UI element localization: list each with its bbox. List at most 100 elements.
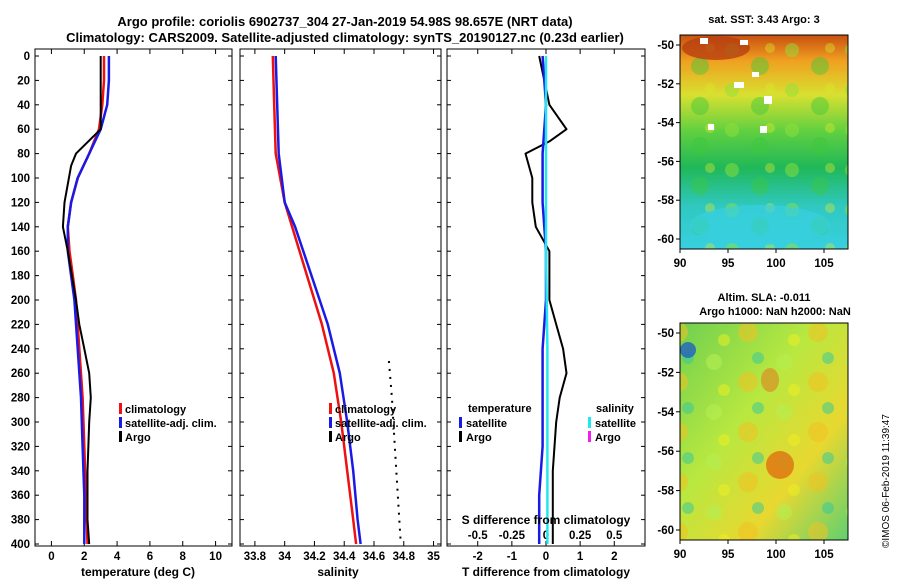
depth-tick-label: 80: [17, 149, 30, 161]
difference-legend: temperature satellite Argo salinity sate…: [459, 403, 636, 444]
salinity-legend: climatology satellite-adj. clim. Argo: [329, 403, 427, 444]
lat-tick-label: -50: [657, 40, 674, 52]
x-tick-label: 2: [81, 551, 87, 563]
lat-tick-label: -60: [657, 234, 674, 246]
temp-satellite-line: [66, 56, 111, 544]
lon-tick-label: 95: [722, 258, 735, 270]
lon-tick-label: 105: [814, 258, 834, 270]
depth-tick-label: 240: [11, 344, 30, 356]
lon-tick-label: 105: [814, 549, 834, 561]
sst-cloud-mask: [764, 96, 772, 104]
sst-cloud-mask: [734, 82, 744, 88]
sst-cold-patch: [690, 205, 830, 245]
depth-tick-label: 180: [11, 271, 30, 283]
s-diff-tick-label: -0.5: [468, 530, 488, 542]
sla-map: [679, 322, 849, 541]
lat-tick-label: -58: [657, 195, 674, 207]
lon-tick-label: 100: [766, 258, 785, 270]
sal-satellite-line: [274, 55, 362, 545]
x-tick-label: 33.8: [244, 551, 267, 563]
depth-tick-label: 140: [11, 222, 30, 234]
sst-map-title: sat. SST: 3.43 Argo: 3: [708, 14, 819, 26]
x-tick-label: 10: [209, 551, 222, 563]
x-tick-label: 2: [611, 551, 617, 563]
depth-tick-label: 360: [11, 490, 30, 502]
x-tick-label: 34.2: [303, 551, 325, 563]
sst-cloud-mask: [760, 126, 767, 133]
lat-tick-label: -52: [657, 367, 674, 379]
t-difference-axis-label: T difference from climatology: [462, 565, 630, 579]
sst-map-frame: [679, 34, 849, 250]
legend-label-s-satellite: satellite: [595, 418, 636, 430]
imos-watermark: ©IMOS 06-Feb-2019 11:39:47: [881, 414, 892, 548]
legend-label-climatology: climatology: [335, 404, 397, 416]
depth-tick-label: 200: [11, 295, 30, 307]
s-diff-tick-label: 0.5: [606, 530, 623, 542]
lat-tick-label: -60: [657, 525, 674, 537]
difference-s-axis: -0.5 -0.25 0 0.25 0.5: [468, 530, 623, 542]
depth-tick-label: 160: [11, 246, 30, 258]
s-diff-tick-label: 0.25: [569, 530, 592, 542]
sla-map-frame: [679, 322, 849, 541]
lon-tick-label: 90: [674, 549, 687, 561]
legend-label-t-argo: Argo: [466, 432, 492, 444]
legend-swatch-climatology: [119, 403, 122, 414]
s-difference-axis-label: S difference from climatology: [462, 513, 631, 527]
depth-tick-label: 400: [11, 539, 30, 551]
legend-swatch-argo: [329, 431, 332, 442]
figure-title-line1: Argo profile: coriolis 6902737_304 27-Ja…: [117, 14, 572, 29]
legend-heading-temperature: temperature: [468, 403, 532, 415]
lat-tick-label: -54: [657, 407, 674, 419]
temperature-x-axis: 0 2 4 6 8 10: [48, 49, 222, 563]
difference-x-axis: -2 -1 0 1 2: [473, 49, 617, 563]
legend-swatch-satellite: [119, 417, 122, 428]
salinity-axis-label: salinity: [317, 565, 359, 579]
lat-tick-label: -52: [657, 79, 674, 91]
x-tick-label: 0: [543, 551, 549, 563]
depth-tick-label: 280: [11, 393, 30, 405]
depth-tick-label: 220: [11, 319, 30, 331]
depth-tick-label: 40: [17, 100, 30, 112]
depth-tick-label: 100: [11, 173, 30, 185]
x-tick-label: 0: [48, 551, 54, 563]
sst-cloud-mask: [740, 40, 748, 45]
temperature-legend: climatology satellite-adj. clim. Argo: [119, 403, 217, 444]
temperature-axis-label: temperature (deg C): [81, 565, 195, 579]
s-diff-tick-label: -0.25: [499, 530, 526, 542]
lon-tick-label: 100: [766, 549, 785, 561]
legend-swatch-s-argo: [588, 431, 591, 442]
depth-tick-label: 340: [11, 466, 30, 478]
legend-swatch-t-argo: [459, 431, 462, 442]
temperature-plot-area: [34, 48, 233, 547]
depth-tick-label: 20: [17, 75, 30, 87]
sst-map: [679, 34, 849, 250]
lat-tick-label: -56: [657, 446, 674, 458]
x-tick-label: 1: [577, 551, 584, 563]
sla-low-patch: [680, 342, 696, 358]
legend-swatch-s-satellite: [588, 417, 591, 428]
sst-cloud-mask: [708, 124, 714, 130]
depth-tick-label: 320: [11, 441, 30, 453]
legend-label-argo: Argo: [125, 432, 151, 444]
legend-label-satellite: satellite-adj. clim.: [335, 418, 427, 430]
legend-label-s-argo: Argo: [595, 432, 621, 444]
sla-high-patch: [766, 451, 794, 479]
sst-cloud-mask: [752, 72, 759, 77]
x-tick-label: 35: [427, 551, 440, 563]
legend-swatch-t-satellite: [459, 417, 462, 428]
t-diff-argo-line: [524, 55, 568, 544]
sla-map-title-line1: Altim. SLA: -0.011: [718, 292, 811, 304]
depth-axis: 0 20 40 60 80 100 120 140 160 180 200 220 240 260 280 3…: [11, 51, 645, 551]
lat-tick-label: -56: [657, 156, 674, 168]
legend-label-satellite: satellite-adj. clim.: [125, 418, 217, 430]
s-diff-satellite-line: [544, 56, 549, 544]
legend-swatch-climatology: [329, 403, 332, 414]
lat-tick-label: -54: [657, 118, 674, 130]
x-tick-label: 6: [147, 551, 153, 563]
x-tick-label: 4: [114, 551, 121, 563]
legend-heading-salinity: salinity: [596, 403, 635, 415]
depth-tick-label: 60: [17, 124, 30, 136]
s-diff-tick-label: 0: [543, 530, 549, 542]
